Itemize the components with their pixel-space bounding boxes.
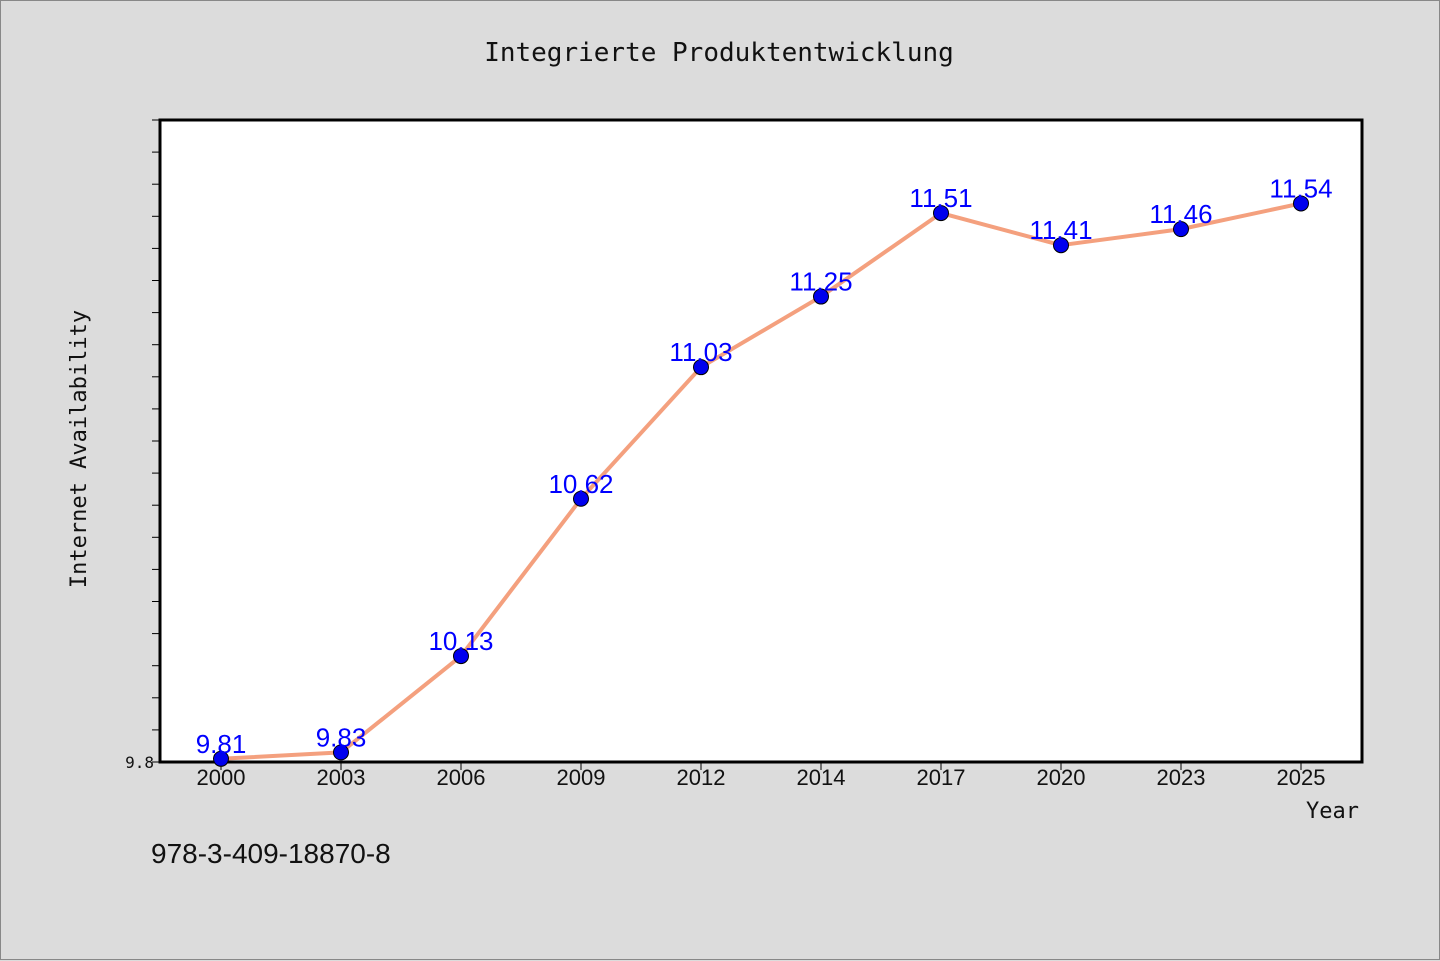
data-label: 9.81 [196, 729, 247, 759]
x-tick-label: 2012 [677, 765, 726, 790]
y-tick-label: 9.8 [125, 753, 154, 772]
x-tick-label: 2017 [917, 765, 966, 790]
data-label: 11.25 [789, 267, 852, 297]
data-label: 11.54 [1269, 173, 1332, 203]
axis-ticks: 9.8 2000 2003 2006 2009 2012 2014 2017 2020 2023 2… [125, 119, 1326, 790]
x-axis-label: Year [1306, 799, 1359, 824]
series-group: 9.81 9.83 10.13 10.62 11.03 11.25 11.51 11.41 11… [196, 173, 1333, 767]
data-point [213, 750, 229, 767]
data-label: 11.03 [669, 337, 732, 367]
data-label: 11.51 [909, 183, 972, 213]
data-label: 11.46 [1149, 199, 1212, 229]
data-point [333, 744, 349, 761]
x-tick-label: 2000 [197, 765, 246, 790]
data-point [573, 490, 589, 507]
x-tick-label: 2020 [1037, 765, 1086, 790]
x-tick-label: 2006 [437, 765, 486, 790]
x-tick-label: 2003 [317, 765, 366, 790]
data-point [1293, 195, 1309, 212]
data-point [453, 648, 469, 665]
plot-area [158, 118, 1364, 764]
series-line [220, 201, 1302, 761]
data-label: 10.13 [428, 626, 493, 656]
data-point [1053, 237, 1069, 254]
data-label: 11.41 [1029, 215, 1092, 245]
y-axis-label: Internet Availability [67, 310, 92, 588]
chart-title: Integrierte Produktentwicklung [484, 38, 954, 68]
isbn-annotation: 978-3-409-18870-8 [151, 838, 391, 869]
data-point [693, 359, 709, 376]
data-label: 10.62 [548, 469, 613, 499]
data-label: 9.83 [316, 722, 367, 752]
data-point [813, 288, 829, 305]
x-tick-label: 2025 [1277, 765, 1326, 790]
data-point [933, 205, 949, 222]
data-point [1173, 221, 1189, 238]
x-tick-label: 2009 [557, 765, 606, 790]
x-tick-label: 2014 [797, 765, 846, 790]
x-tick-label: 2023 [1157, 765, 1206, 790]
